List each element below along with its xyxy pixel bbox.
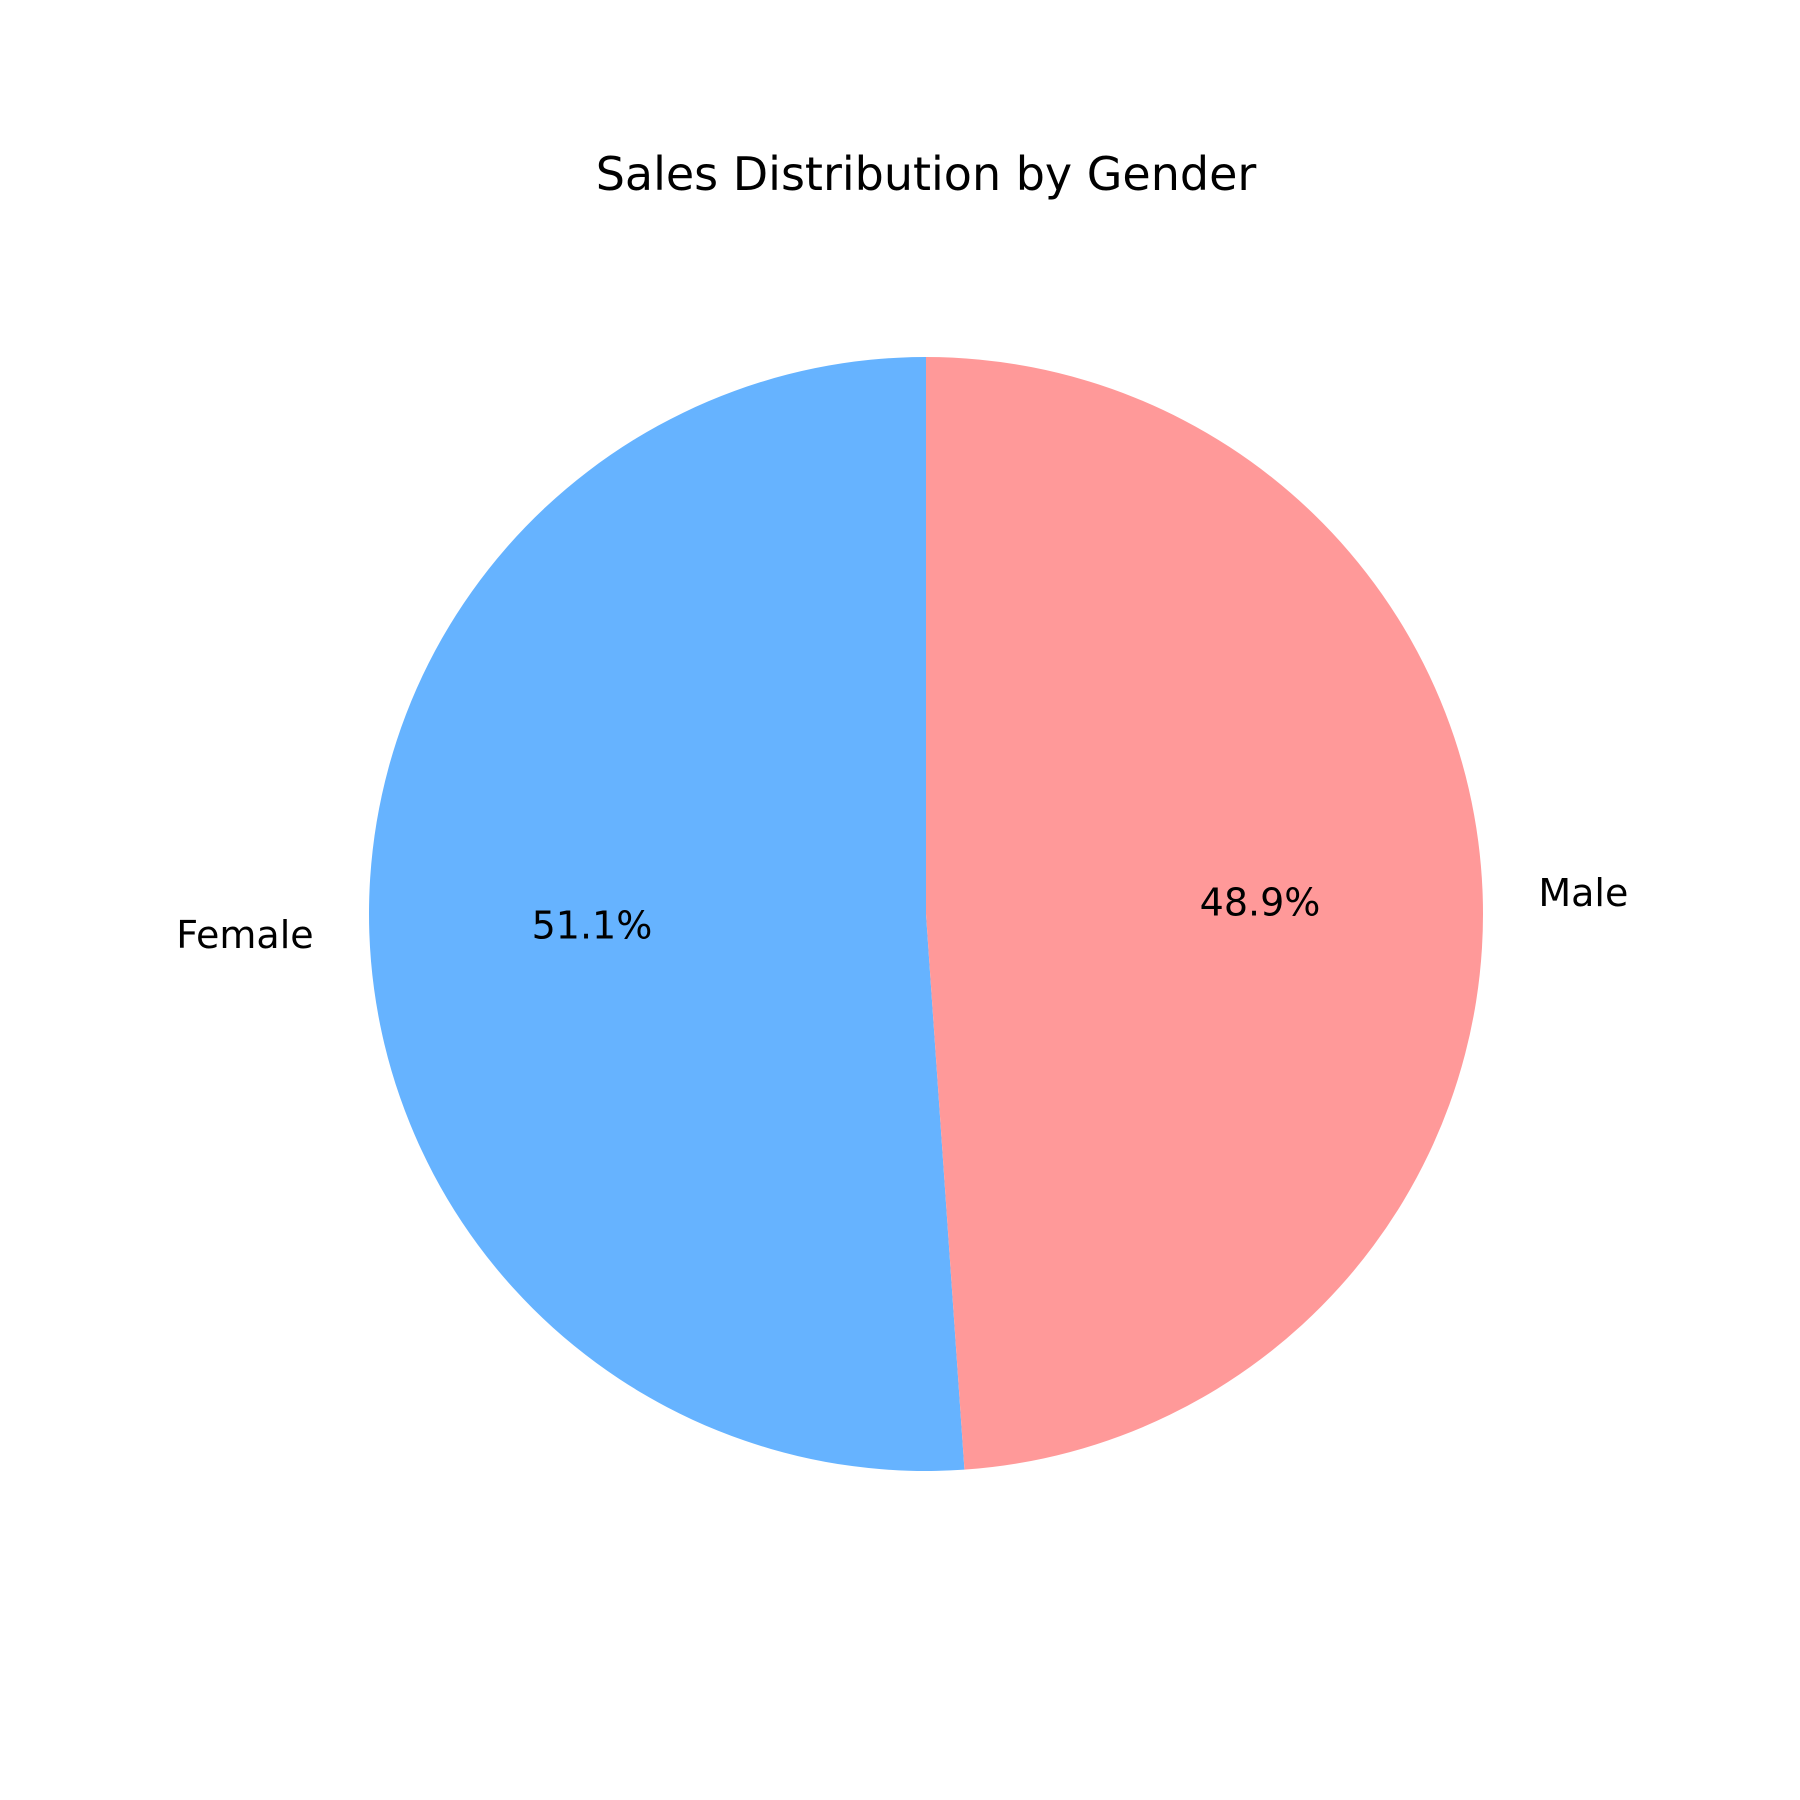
slice-label-female: Female — [176, 913, 313, 957]
pie-labels: 51.1% Female 48.9% Male — [176, 871, 1628, 957]
pie-slice-female — [369, 357, 965, 1471]
chart-title: Sales Distribution by Gender — [596, 147, 1257, 201]
pie-slices — [369, 356, 1484, 1471]
pie-slice-male — [926, 356, 1484, 1470]
slice-label-male: Male — [1538, 871, 1628, 915]
pct-label-female: 51.1% — [532, 904, 653, 948]
pct-label-male: 48.9% — [1200, 880, 1321, 924]
